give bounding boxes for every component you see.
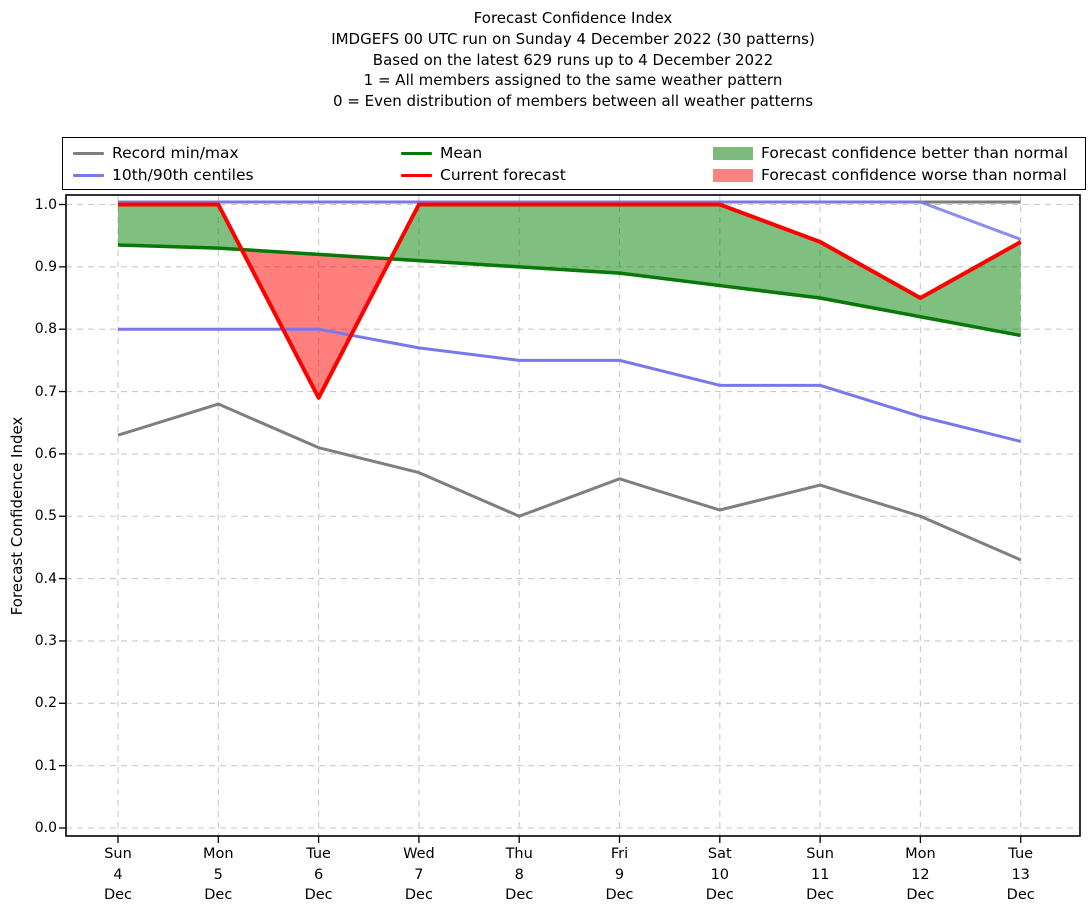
legend-label: Record min/max	[112, 144, 239, 162]
series-mean	[117, 243, 1022, 338]
x-tick-label-line: Mon	[203, 846, 234, 862]
plot-border	[65, 194, 1081, 837]
x-tick-label-line: 4	[113, 866, 123, 883]
chart-title-line-5: 0 = Even distribution of members between…	[332, 92, 814, 111]
legend: Record min/max 10th/90th centiles Mean C…	[62, 137, 1086, 190]
series-current-forecast	[118, 202, 1022, 400]
y-tick-label: 0.7	[34, 383, 57, 400]
x-tick-label: Sun 11 Dec	[780, 844, 860, 906]
x-tick-label-line: 11	[810, 866, 830, 883]
legend-entry: Mean	[401, 143, 482, 163]
x-tick-label-line: 10	[710, 866, 730, 883]
y-tick-label: 0.8	[34, 321, 57, 338]
x-tick-label-line: Sun	[104, 846, 132, 862]
x-tick-label-line: 12	[911, 866, 930, 883]
x-tick-label: Thu 8 Dec	[479, 844, 559, 906]
chart-title-line-2: IMDGEFS 00 UTC run on Sunday 4 December …	[331, 29, 815, 48]
x-tick-label-line: Dec	[304, 887, 333, 903]
x-tick-label: Tue 13 Dec	[981, 844, 1061, 906]
x-tick-label-line: Tue	[1008, 846, 1034, 862]
y-tick-label: 0.5	[34, 508, 57, 525]
x-tick-label-line: 6	[313, 866, 324, 883]
legend-entry: Forecast confidence worse than normal	[713, 165, 1067, 185]
legend-label: 10th/90th centiles	[112, 166, 254, 184]
y-tick-label: 0.3	[34, 632, 57, 649]
x-tick-label-line: 7	[414, 866, 424, 883]
chart-title-block: Forecast Confidence Index IMDGEFS 00 UTC…	[66, 8, 1080, 112]
x-tick-label-line: Dec	[204, 887, 233, 903]
legend-patch-swatch-better	[713, 146, 753, 160]
x-tick-label: Sun 4 Dec	[78, 844, 158, 906]
chart-title-line-4: 1 = All members assigned to the same wea…	[363, 71, 783, 90]
fill-better-than-normal	[390, 204, 1021, 336]
legend-entry: 10th/90th centiles	[73, 165, 254, 185]
x-tick-label-line: 8	[514, 866, 524, 883]
y-tick-label: 0.6	[34, 445, 57, 462]
x-tick-label-line: Fri	[610, 846, 629, 862]
x-tick-label-line: Dec	[806, 887, 835, 903]
y-tick-label: 0.2	[34, 695, 57, 712]
x-tick-label: Sat 10 Dec	[680, 844, 760, 906]
legend-line-swatch-record-minmax	[73, 151, 104, 155]
chart-title-line-3: Based on the latest 629 runs up to 4 Dec…	[372, 50, 774, 69]
y-tick-label: 0.0	[34, 820, 57, 836]
x-tick-label-line: Dec	[605, 887, 634, 903]
x-tick-label-line: Dec	[705, 887, 734, 903]
x-tick-label-line: Tue	[306, 846, 331, 862]
legend-patch-swatch-worse	[713, 168, 753, 182]
x-tick-label-line: 5	[213, 866, 223, 883]
x-tick-label: Mon 12 Dec	[880, 844, 960, 906]
x-tick-label-line: Thu	[505, 846, 533, 862]
x-tick-label-line: Dec	[505, 887, 534, 903]
x-tick-label-line: Dec	[404, 887, 433, 903]
legend-line-swatch-centiles	[73, 173, 104, 177]
x-tick-label: Mon 5 Dec	[178, 844, 258, 906]
x-tick-label-line: Wed	[403, 846, 435, 862]
legend-line-swatch-mean	[401, 151, 432, 155]
legend-entry: Current forecast	[401, 165, 566, 185]
legend-line-swatch-current-forecast	[401, 173, 432, 177]
x-tick-label-line: Dec	[906, 887, 935, 903]
y-tick-label: 0.1	[34, 757, 57, 774]
y-tick-label: 1.0	[34, 196, 57, 213]
x-tick-label-line: Dec	[103, 887, 133, 903]
series-10th-centile	[118, 327, 1022, 443]
x-tick-label-line: Mon	[905, 846, 936, 862]
fill-better-than-normal	[118, 204, 242, 250]
x-tick-label-line: Dec	[1006, 887, 1035, 903]
chart-title-line-1: Forecast Confidence Index	[473, 9, 673, 27]
y-tick-label: 0.9	[34, 258, 57, 275]
x-tick-label: Tue 6 Dec	[279, 844, 359, 906]
series-90th-centile	[118, 200, 1022, 241]
legend-label: Forecast confidence worse than normal	[761, 166, 1067, 184]
legend-label: Current forecast	[440, 166, 566, 184]
x-tick-label-line: 13	[1011, 866, 1030, 883]
x-tick-label-line: 9	[614, 866, 625, 883]
x-tick-label-line: Sun	[806, 846, 834, 862]
legend-label: Forecast confidence better than normal	[761, 144, 1069, 162]
series-record-min	[117, 402, 1022, 562]
legend-entry: Forecast confidence better than normal	[713, 143, 1068, 163]
legend-label: Mean	[440, 144, 483, 162]
y-tick-label: 0.4	[34, 570, 57, 587]
x-tick-label: Fri 9 Dec	[580, 844, 660, 906]
legend-entry: Record min/max	[73, 143, 239, 163]
x-tick-label-line: Sat	[707, 846, 732, 862]
x-tick-label: Wed 7 Dec	[379, 844, 459, 906]
fill-worse-than-normal	[241, 249, 391, 398]
